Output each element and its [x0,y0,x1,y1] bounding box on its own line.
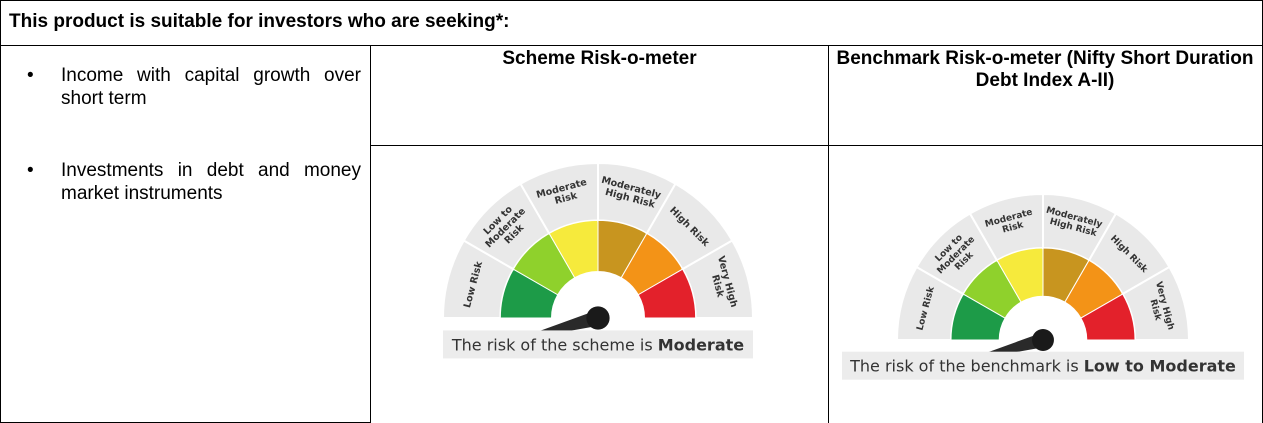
caption-band [842,351,1244,380]
caption-level: Low to Moderate [1084,357,1236,376]
suitability-cell: • Income with capital growth over short … [0,45,371,423]
caption-text: The risk of the scheme is [451,335,653,354]
meter-title: Benchmark Risk-o-meter (Nifty Short Dura… [836,48,1254,91]
header-title: This product is suitable for investors w… [9,11,510,32]
bullet: • [27,65,34,86]
meter-caption: The risk of the scheme is Moderate [451,335,744,354]
needle-hub [1032,329,1054,351]
risk-segment [637,268,697,319]
suitability-item: Income with capital growth over short te… [61,65,361,109]
caption-band [443,330,753,359]
risk-segment [1080,293,1136,341]
needle-hub [586,306,610,330]
caption-text: The risk of the benchmark is [849,357,1079,376]
meter-caption: The risk of the benchmark is Low to Moder… [849,357,1236,376]
bullet: • [27,160,34,181]
meter-title: Scheme Risk-o-meter [502,48,697,69]
suitability-item: Investments in debt and money market ins… [61,160,361,204]
caption-level: Moderate [658,335,745,354]
